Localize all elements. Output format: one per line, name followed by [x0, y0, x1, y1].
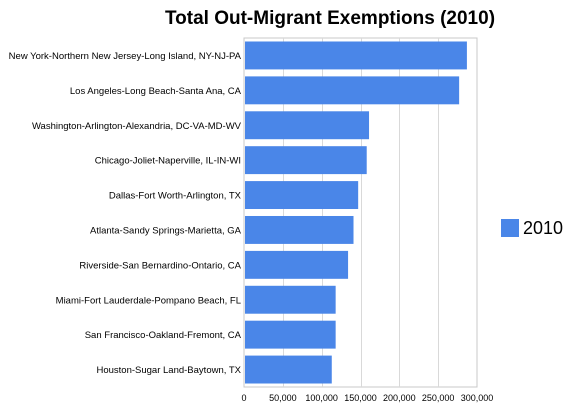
bar[interactable] — [245, 285, 336, 314]
category-label: Los Angeles-Long Beach-Santa Ana, CA — [70, 86, 242, 97]
category-labels: New York-Northern New Jersey-Long Island… — [9, 51, 242, 376]
x-tick-label: 150,000 — [344, 393, 377, 403]
legend-swatch — [501, 219, 519, 237]
category-label: Chicago-Joliet-Naperville, IL-IN-WI — [95, 156, 241, 167]
category-label: Houston-Sugar Land-Baytown, TX — [96, 365, 241, 376]
bar[interactable] — [245, 355, 332, 384]
bar[interactable] — [245, 41, 467, 70]
category-label: Miami-Fort Lauderdale-Pompano Beach, FL — [56, 295, 241, 306]
x-tick-label: 250,000 — [422, 393, 455, 403]
category-label: San Francisco-Oakland-Fremont, CA — [85, 330, 242, 341]
legend: 2010 — [501, 218, 563, 238]
plot-area — [243, 37, 478, 388]
bar[interactable] — [245, 146, 367, 175]
bars — [245, 41, 467, 384]
x-axis-ticks: 0 50,000 100,000 150,000 200,000 250,000 300,0… — [241, 393, 493, 403]
bar[interactable] — [245, 181, 359, 210]
x-tick-label: 0 — [241, 393, 246, 403]
bar[interactable] — [245, 320, 336, 349]
chart-title: Total Out-Migrant Exemptions (2010) — [165, 8, 495, 29]
x-tick-label: 50,000 — [269, 393, 297, 403]
bar[interactable] — [245, 215, 354, 244]
category-label: Dallas-Fort Worth-Arlington, TX — [109, 191, 242, 202]
x-tick-label: 100,000 — [305, 393, 338, 403]
category-label: Riverside-San Bernardino-Ontario, CA — [79, 260, 241, 271]
legend-label: 2010 — [523, 218, 563, 238]
bar[interactable] — [245, 111, 370, 140]
category-label: Atlanta-Sandy Springs-Marietta, GA — [90, 225, 242, 236]
x-tick-label: 300,000 — [461, 393, 494, 403]
category-label: Washington-Arlington-Alexandria, DC-VA-M… — [32, 121, 242, 132]
bar[interactable] — [245, 250, 349, 279]
category-label: New York-Northern New Jersey-Long Island… — [9, 51, 242, 62]
x-tick-label: 200,000 — [383, 393, 416, 403]
bar[interactable] — [245, 76, 460, 105]
